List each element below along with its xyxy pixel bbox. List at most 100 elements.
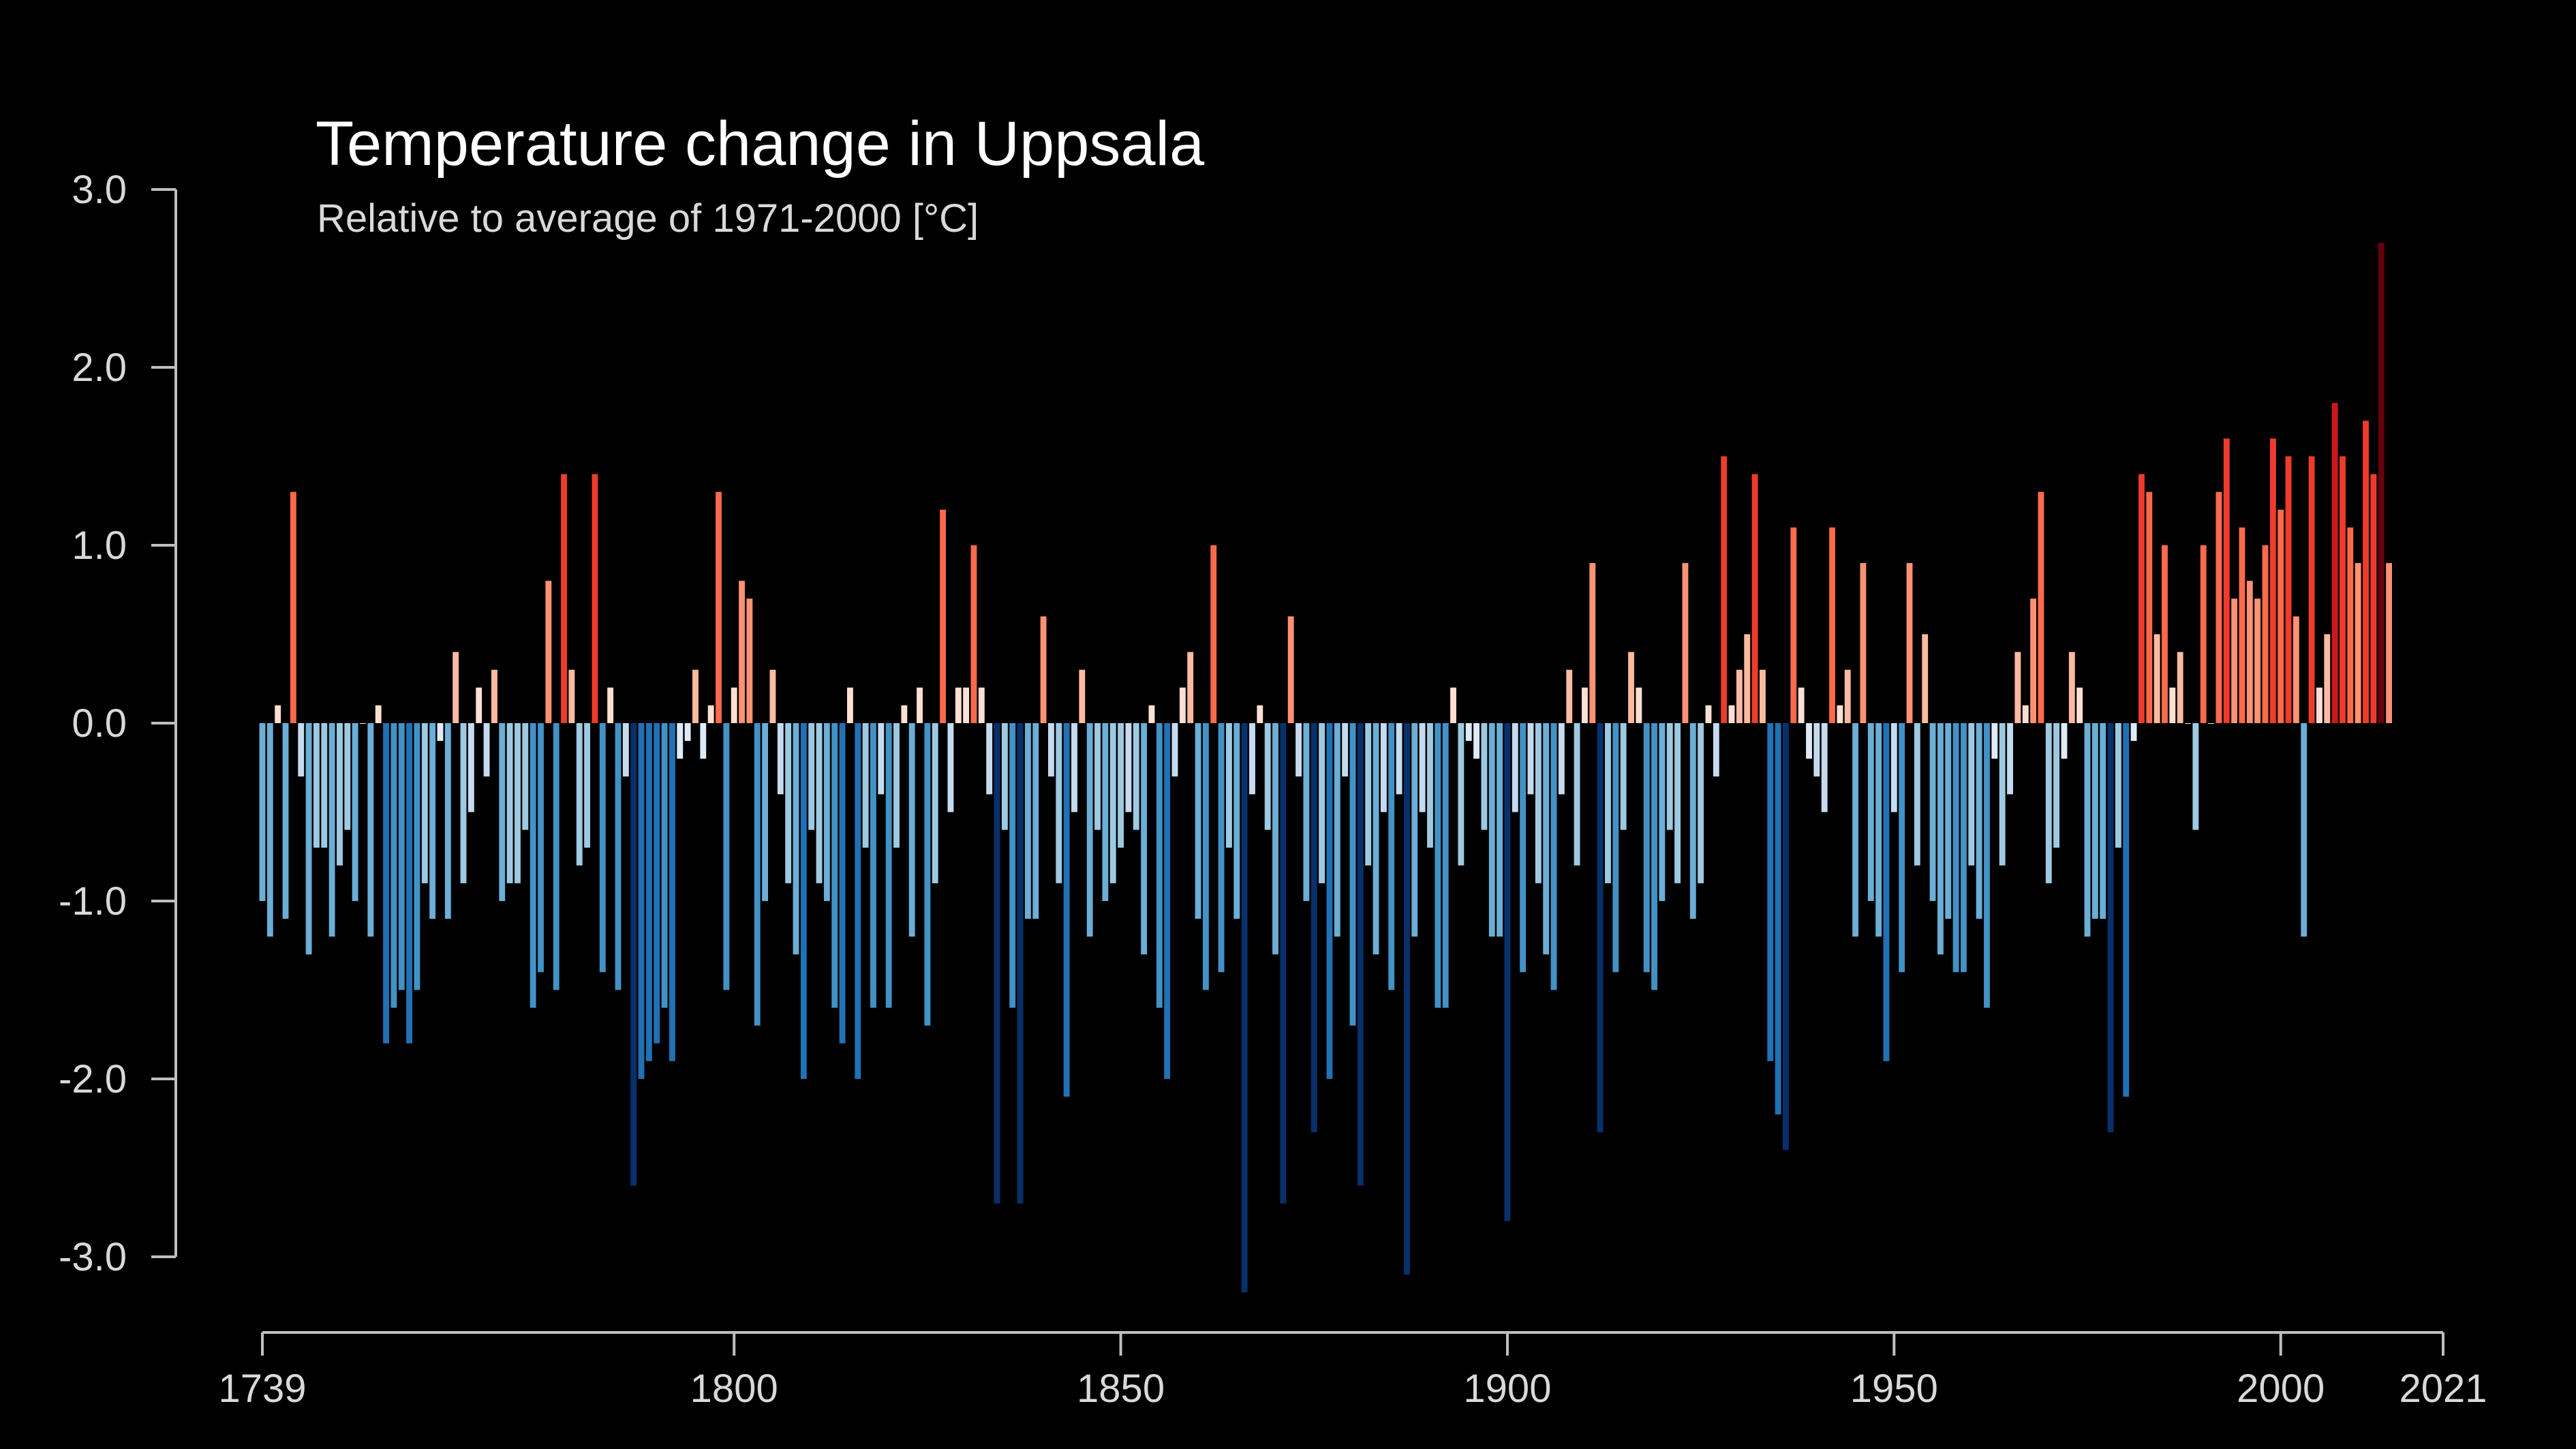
bar-1805 — [769, 669, 776, 723]
bar-2001 — [2285, 456, 2292, 723]
bar-1818 — [870, 723, 876, 1008]
bars — [259, 243, 2392, 1293]
bar-1906 — [1550, 723, 1557, 990]
bar-1856 — [1164, 723, 1171, 1079]
y-tick-label: 1.0 — [72, 523, 127, 568]
bar-1991 — [2208, 723, 2214, 724]
bar-1931 — [1744, 634, 1751, 723]
bar-1901 — [1512, 723, 1518, 812]
bar-1779 — [568, 669, 575, 723]
bar-1891 — [1435, 723, 1441, 1008]
bar-1886 — [1396, 723, 1402, 795]
bar-1910 — [1582, 687, 1588, 723]
bar-1984 — [2153, 634, 2160, 723]
bar-2011 — [2363, 421, 2369, 723]
bar-1764 — [453, 652, 459, 723]
bar-1827 — [940, 509, 947, 723]
bar-1824 — [917, 687, 923, 723]
bar-1936 — [1783, 723, 1789, 1150]
bar-1945 — [1852, 723, 1859, 937]
bar-1833 — [986, 723, 993, 795]
bar-1970 — [2045, 723, 2052, 883]
bar-1828 — [947, 723, 954, 812]
bar-1803 — [754, 723, 761, 1026]
bar-1951 — [1899, 723, 1905, 973]
bar-2003 — [2301, 723, 2307, 937]
bar-1914 — [1612, 723, 1619, 973]
bar-1962 — [1984, 723, 1990, 1008]
bar-1858 — [1179, 687, 1186, 723]
bar-1836 — [1009, 723, 1016, 1008]
bar-1801 — [739, 581, 745, 723]
bar-1783 — [599, 723, 606, 973]
bar-1888 — [1411, 723, 1418, 937]
bar-1750 — [344, 723, 351, 830]
bar-1775 — [538, 723, 544, 973]
bar-1877 — [1326, 723, 1333, 1079]
bar-1884 — [1380, 723, 1387, 812]
bar-1935 — [1775, 723, 1781, 1115]
bar-2008 — [2340, 456, 2346, 723]
bar-1898 — [1488, 723, 1495, 937]
bar-1957 — [1945, 723, 1952, 919]
bar-1842 — [1056, 723, 1062, 883]
bar-1928 — [1721, 456, 1728, 723]
bar-1948 — [1875, 723, 1882, 937]
bar-1809 — [800, 723, 807, 1079]
bar-1777 — [553, 723, 559, 990]
bar-1956 — [1937, 723, 1944, 955]
bar-1829 — [955, 687, 962, 723]
bar-1940 — [1813, 723, 1820, 777]
bar-1784 — [607, 687, 614, 723]
bar-1772 — [515, 723, 521, 883]
bar-1826 — [932, 723, 938, 883]
bar-1786 — [622, 723, 629, 777]
bar-1771 — [506, 723, 513, 883]
bar-1835 — [1001, 723, 1008, 830]
bar-1850 — [1118, 723, 1124, 848]
chart-title: Temperature change in Uppsala — [316, 109, 1205, 179]
bar-1851 — [1125, 723, 1132, 812]
bar-1793 — [677, 723, 684, 759]
bar-1788 — [638, 723, 645, 1079]
bar-1992 — [2215, 491, 2222, 723]
bar-1870 — [1272, 723, 1278, 955]
x-tick-label: 2021 — [2399, 1367, 2487, 1411]
bar-1810 — [808, 723, 815, 830]
bar-1941 — [1821, 723, 1828, 812]
bar-1821 — [893, 723, 900, 848]
bar-1916 — [1628, 652, 1634, 723]
bar-1796 — [700, 723, 707, 759]
bar-1817 — [862, 723, 869, 848]
y-tick-label: -3.0 — [59, 1235, 127, 1279]
y-tick-label: 0.0 — [72, 701, 127, 746]
bar-1770 — [499, 723, 506, 901]
bar-1785 — [615, 723, 622, 990]
bar-1755 — [383, 723, 389, 1043]
bar-1904 — [1535, 723, 1542, 883]
bar-1853 — [1141, 723, 1148, 955]
bar-1903 — [1527, 723, 1534, 795]
x-tick-label: 1739 — [218, 1367, 306, 1411]
bar-1760 — [421, 723, 428, 883]
bar-1915 — [1620, 723, 1627, 830]
bar-1766 — [467, 723, 474, 812]
bar-1852 — [1133, 723, 1139, 830]
bar-1767 — [476, 687, 482, 723]
bar-1740 — [266, 723, 273, 937]
bar-1874 — [1303, 723, 1310, 901]
bar-1832 — [978, 687, 985, 723]
bar-1847 — [1094, 723, 1101, 830]
bar-1873 — [1295, 723, 1302, 777]
bar-1769 — [491, 669, 497, 723]
bar-1924 — [1689, 723, 1696, 919]
bar-1911 — [1589, 563, 1596, 723]
bar-1811 — [816, 723, 823, 883]
bar-1996 — [2246, 581, 2253, 723]
bar-1967 — [2022, 705, 2029, 723]
bar-1747 — [321, 723, 328, 848]
bar-1905 — [1543, 723, 1550, 955]
bar-1869 — [1264, 723, 1271, 830]
bar-1753 — [367, 723, 374, 937]
